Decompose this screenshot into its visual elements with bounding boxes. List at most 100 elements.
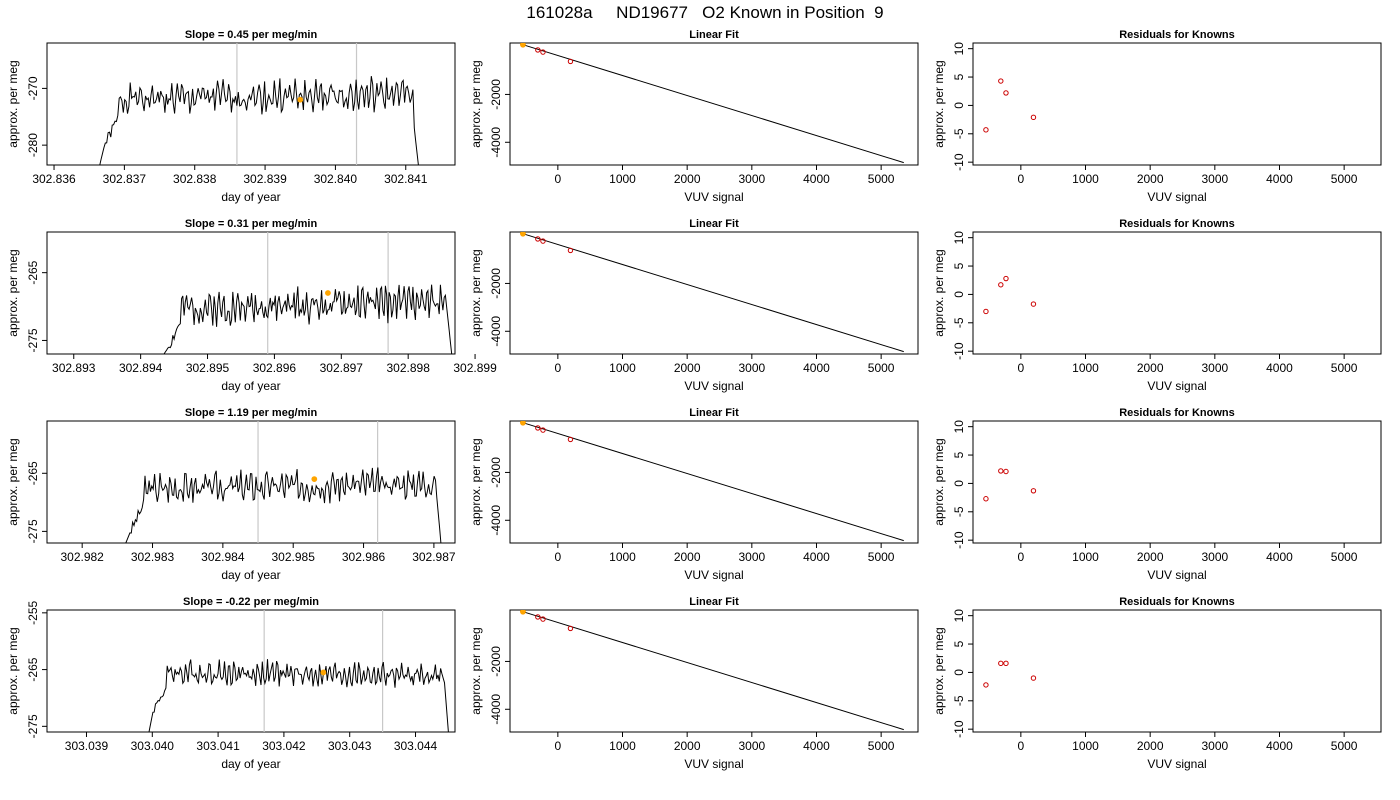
data-point	[535, 425, 541, 431]
x-tick-label: 303.041	[196, 739, 240, 753]
x-tick-label: 4000	[1266, 550, 1293, 564]
x-tick-label: 2000	[674, 361, 701, 375]
y-axis-label: approx. per meg	[6, 60, 20, 147]
y-tick-label: -275	[26, 328, 40, 352]
y-axis-label: approx. per meg	[932, 60, 946, 147]
plot-frame	[972, 42, 1382, 166]
x-tick-label: 2000	[1137, 172, 1164, 186]
y-tick-label: 0	[952, 480, 966, 487]
y-axis-label: approx. per meg	[932, 249, 946, 336]
x-tick-label: 0	[555, 172, 562, 186]
data-point	[998, 660, 1004, 667]
x-axis-label: VUV signal	[684, 757, 743, 771]
x-tick-label: 1000	[609, 361, 636, 375]
panel-title: Linear Fit	[689, 596, 739, 608]
x-axis-label: VUV signal	[684, 568, 743, 582]
x-tick-label: 303.040	[131, 739, 175, 753]
x-tick-label: 303.039	[65, 739, 109, 753]
plot-frame	[972, 420, 1382, 544]
data-point	[983, 308, 989, 315]
y-tick-label: -2000	[489, 457, 503, 488]
y-axis-label: approx. per meg	[6, 249, 20, 336]
y-tick-label: -275	[26, 714, 40, 738]
highlight-point	[311, 476, 318, 482]
y-axis-label: approx. per meg	[469, 627, 483, 714]
x-tick-label: 302.895	[186, 361, 230, 375]
data-point	[540, 49, 546, 55]
x-axis-label: day of year	[221, 379, 280, 393]
plot-area	[520, 610, 904, 731]
y-tick-label: 0	[952, 102, 966, 109]
data-point	[535, 614, 541, 620]
x-tick-label: 302.987	[412, 550, 456, 564]
data-point	[1030, 114, 1037, 121]
y-tick-label: -10	[952, 720, 966, 738]
data-point	[1030, 675, 1037, 681]
y-tick-label: -265	[26, 461, 40, 485]
panel-r2-c0: Slope = 1.19 per meg/min 302.982 302.983 30…	[6, 407, 456, 582]
highlight-point	[520, 43, 526, 48]
x-axis-label: day of year	[221, 568, 280, 582]
x-tick-label: 1000	[609, 172, 636, 186]
highlight-point	[320, 669, 327, 676]
x-tick-label: 303.043	[328, 739, 372, 753]
x-tick-label: 5000	[868, 739, 895, 753]
x-tick-label: 5000	[1331, 550, 1358, 564]
data-point	[567, 436, 574, 443]
data-point	[540, 238, 546, 244]
x-tick-label: 4000	[803, 550, 830, 564]
x-tick-label: 3000	[738, 172, 765, 186]
data-point	[983, 496, 989, 502]
x-tick-label: 3000	[1201, 550, 1228, 564]
fit-line	[522, 233, 904, 353]
y-tick-label: -5	[952, 317, 966, 328]
plot-area	[520, 421, 904, 542]
y-tick-label: 5	[952, 73, 966, 80]
y-tick-label: -10	[952, 531, 966, 549]
panel-r1-c0: Slope = 0.31 per meg/min 302.893 302.894 30…	[6, 218, 497, 393]
x-tick-label: 3000	[738, 361, 765, 375]
y-tick-label: -265	[26, 657, 40, 681]
y-tick-label: 10	[952, 231, 966, 245]
plot-frame	[46, 420, 456, 544]
plot-area	[163, 232, 453, 354]
data-point	[983, 682, 989, 688]
x-tick-label: 302.893	[52, 361, 96, 375]
y-tick-label: 0	[952, 291, 966, 298]
y-tick-label: 10	[952, 609, 966, 623]
series-line	[148, 659, 449, 732]
x-tick-label: 302.898	[386, 361, 430, 375]
plot-frame	[509, 420, 919, 544]
x-tick-label: 302.838	[173, 172, 217, 186]
x-tick-label: 2000	[1137, 361, 1164, 375]
x-axis-label: VUV signal	[1147, 190, 1206, 204]
y-tick-label: 5	[952, 640, 966, 647]
x-tick-label: 302.836	[32, 172, 76, 186]
x-tick-label: 303.042	[262, 739, 306, 753]
plot-frame	[46, 609, 456, 733]
x-tick-label: 3000	[738, 739, 765, 753]
plot-frame	[972, 231, 1382, 355]
y-axis-label: approx. per meg	[932, 438, 946, 525]
data-point	[1030, 488, 1037, 494]
panel-r3-c0: Slope = -0.22 per meg/min 303.039 303.040 3…	[6, 596, 456, 771]
panel-title: Linear Fit	[689, 29, 739, 41]
x-tick-label: 5000	[868, 172, 895, 186]
panel-r3-c1: Linear Fit 0 1000 2000 3000 4000 5000 -2000 -400…	[469, 596, 919, 771]
y-tick-label: -10	[952, 153, 966, 171]
highlight-point	[325, 290, 331, 296]
x-tick-label: 2000	[674, 739, 701, 753]
y-tick-label: -4000	[489, 127, 503, 158]
data-point	[540, 616, 546, 622]
x-axis-label: VUV signal	[1147, 757, 1206, 771]
x-tick-label: 1000	[1072, 361, 1099, 375]
y-tick-label: -4000	[489, 505, 503, 536]
x-tick-label: 302.839	[243, 172, 287, 186]
x-tick-label: 4000	[1266, 739, 1293, 753]
panel-r0-c0: Slope = 0.45 per meg/min 302.836 302.837 30…	[6, 29, 456, 204]
panel-title: Slope = -0.22 per meg/min	[183, 596, 319, 608]
x-tick-label: 1000	[1072, 739, 1099, 753]
plot-area	[520, 43, 904, 164]
plot-area	[125, 421, 442, 543]
